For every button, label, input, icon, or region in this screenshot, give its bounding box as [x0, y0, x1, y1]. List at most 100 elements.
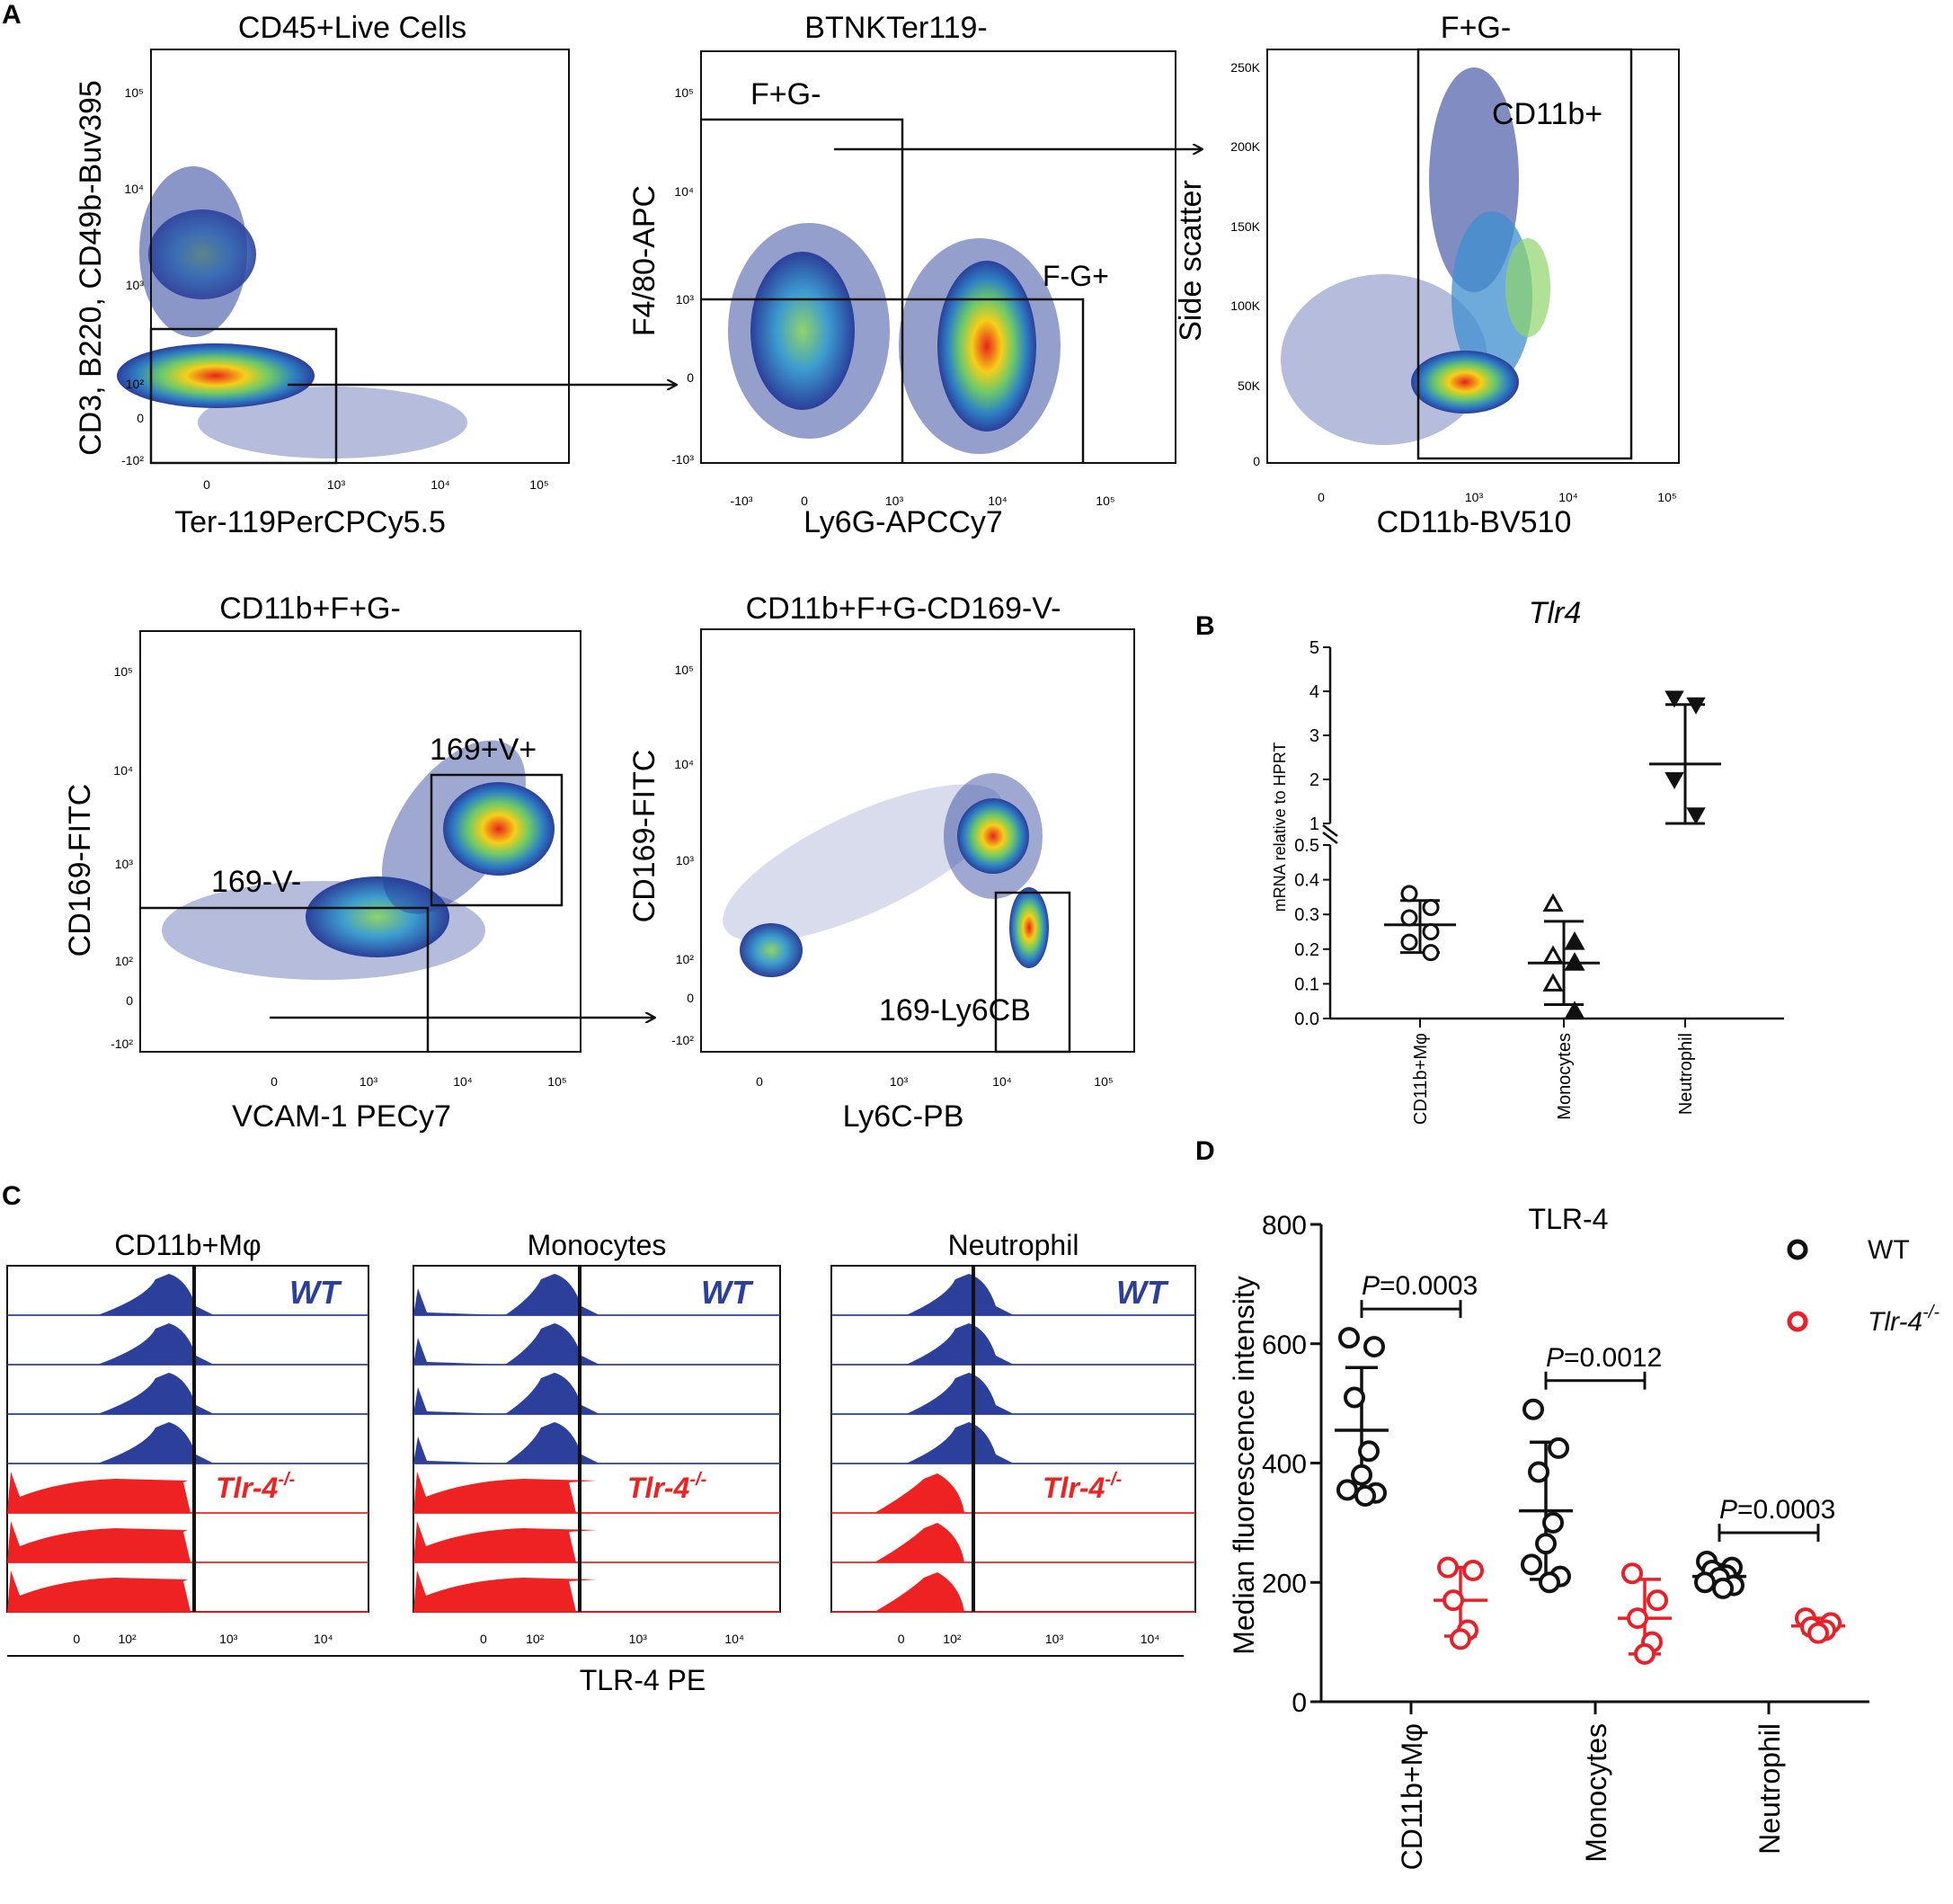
histogram-ko-trace [7, 1521, 191, 1562]
flow-plot-4-frame [139, 630, 581, 1053]
chart-d-sig-value: =0.0003 [1737, 1495, 1835, 1525]
chart-d-legend-superscript: -/- [1922, 1303, 1940, 1322]
chart-d-point [1548, 1437, 1569, 1459]
histogram-panel: CD11b+Mφ WT Tlr-4-/- 0 10² 10³ 10⁴ Monocytes WT T… [6, 1229, 1196, 1696]
histogram-xtick-label: 10³ [1045, 1632, 1064, 1646]
chart-d-point [1351, 1464, 1372, 1486]
chart-d-point [1694, 1571, 1716, 1594]
chart-d-ytick-label: 800 [1262, 1211, 1307, 1241]
histogram-xtick-label: 10³ [629, 1632, 648, 1646]
chart-d-sig-label: P=0.0003 [1719, 1495, 1835, 1525]
panel-label-d: D [1195, 1136, 1215, 1166]
flow-plot-4-xtick: 10³ [360, 1074, 378, 1089]
histogram-ko-trace [413, 1521, 597, 1562]
flow-plot-2-ytick: 10³ [676, 292, 695, 307]
histogram-xtick-label: 10² [118, 1632, 137, 1646]
chart-b-point [1400, 933, 1418, 951]
histogram-wt-trace [413, 1274, 599, 1315]
flow-plot-1-ytick: 10³ [126, 278, 145, 292]
histogram-xtick-label: 0 [480, 1632, 487, 1646]
histogram-ko-superscript: -/- [278, 1470, 295, 1490]
histogram-ko-superscript: -/- [1105, 1470, 1122, 1490]
chart-b-point [1422, 898, 1440, 916]
flow-plot-2-ytick: 10⁴ [674, 184, 694, 199]
chart-b-ytick-label: 2 [1309, 770, 1319, 790]
chart-b-point [1664, 772, 1684, 790]
chart-d-category-label: Neutrophil [1753, 1723, 1786, 1855]
panel-label-b: B [1195, 611, 1215, 641]
flow-plot-1-xtick: 0 [203, 477, 210, 492]
histogram-wt-label: WT [1116, 1274, 1169, 1311]
flow-plot-5-ytick: 10⁴ [674, 757, 694, 771]
flow-plot-5-gate [994, 891, 1071, 1054]
histogram-ko-trace [831, 1473, 964, 1513]
flow-plot-5-xtick: 10⁵ [1094, 1074, 1113, 1089]
flow-plot-2-xtick: 10⁴ [988, 494, 1008, 508]
histogram-xtick-label: 0 [898, 1632, 905, 1646]
flow-plot-4-cloud [162, 740, 555, 980]
histogram-wt-label: WT [701, 1274, 754, 1311]
flow-plot-2-ytick: -10³ [671, 452, 694, 467]
histogram-ko-trace [413, 1472, 597, 1513]
flow-plot-4-ytick: 0 [126, 993, 133, 1008]
chart-d: TLR-4 Median fluorescence intensity 0 200… [1228, 1203, 1940, 1870]
flow-plot-1-ytick: 10⁴ [124, 182, 144, 196]
flow-plot-5-ytick: 10² [676, 952, 695, 966]
histogram-xtick-label: 10⁴ [1141, 1632, 1160, 1646]
histogram-wt-trace [831, 1373, 1014, 1414]
chart-d-sig-label: P=0.0012 [1546, 1343, 1662, 1373]
chart-d-point [1354, 1485, 1376, 1508]
flow-plot-5-cloud [723, 773, 1049, 977]
flow-plot-3-xtick: 10⁴ [1558, 490, 1578, 504]
histogram-ko-label: Tlr-4-/- [1043, 1470, 1123, 1504]
histogram-ko-trace [413, 1570, 597, 1612]
flow-plot-2-ytick: 10⁵ [675, 85, 694, 100]
chart-b-ytick-label: 5 [1309, 638, 1319, 658]
chart-b-point [1686, 697, 1706, 715]
panel-label-a: A [2, 0, 22, 30]
flow-plot-4-ylabel: CD169-FITC [63, 784, 97, 957]
flow-plot-1-ytick: 10⁵ [125, 85, 144, 100]
flow-plot-4-ytick: 10² [115, 954, 134, 968]
flow-plot-4-xtick: 10⁵ [547, 1074, 566, 1089]
histogram-xtick-label: 10³ [219, 1632, 238, 1646]
chart-b-point [1564, 952, 1585, 971]
histogram-xtick-label: 10² [943, 1632, 962, 1646]
chart-d-point [1712, 1577, 1734, 1599]
histogram-ko-trace [831, 1523, 964, 1562]
chart-d-ytick-label: 400 [1262, 1450, 1307, 1480]
chart-d-point [1450, 1628, 1471, 1650]
flow-plot-2-ylabel: F4/80-APC [627, 185, 661, 336]
histogram-wt-trace [413, 1422, 599, 1464]
flow-plot-1-xtick: 10⁵ [529, 477, 548, 492]
chart-d-sig-label: P=0.0003 [1362, 1271, 1478, 1301]
chart-d-ytick-label: 0 [1292, 1688, 1307, 1718]
histogram-panel-title: Monocytes [528, 1229, 667, 1261]
flow-plot-5-ytick: -10² [671, 1033, 694, 1047]
flow-plot-2-gate-label: F-G+ [1043, 260, 1109, 292]
flow-plot-5-ylabel: CD169-FITC [627, 750, 661, 923]
chart-d-ylabel: Median fluorescence intensity [1228, 1276, 1260, 1655]
flow-plot-1-xtick: 10⁴ [431, 477, 450, 492]
flow-plot-3-xlabel: CD11b-BV510 [1377, 505, 1572, 539]
flow-plot-3-gate [1416, 48, 1633, 460]
histogram-wt-trace [831, 1422, 1014, 1464]
flow-plot-5: CD11b+F+G-CD169-V- 169-Ly6CB 10⁵ 10⁴ 10³… [627, 592, 1135, 1134]
chart-d-category-label: CD11b+Mφ [1396, 1723, 1428, 1870]
chart-d-legend-marker [1787, 1311, 1808, 1332]
flow-plot-3-title: F+G- [1441, 11, 1511, 45]
flow-plot-5-xlabel: Ly6C-PB [843, 1099, 964, 1134]
chart-d-sig-p: P [1362, 1271, 1380, 1301]
flow-plot-5-ytick: 10⁵ [675, 663, 694, 677]
flow-plot-3-gate-label: CD11b+ [1492, 97, 1602, 131]
flow-plot-5-title: CD11b+F+G-CD169-V- [746, 592, 1061, 626]
flow-plot-2-gate-fg-plus [701, 298, 1085, 463]
flow-plot-3-ylabel: Side scatter [1174, 180, 1208, 342]
flow-plot-1-gate [149, 327, 338, 465]
chart-b-ytick-label: 0.3 [1294, 905, 1319, 925]
histogram-xtick-label: 10⁴ [314, 1632, 333, 1646]
chart-d-point [1627, 1607, 1648, 1630]
chart-b-title: Tlr4 [1529, 596, 1582, 630]
histogram-xtick-label: 10² [526, 1632, 545, 1646]
chart-b-point [1422, 944, 1440, 962]
